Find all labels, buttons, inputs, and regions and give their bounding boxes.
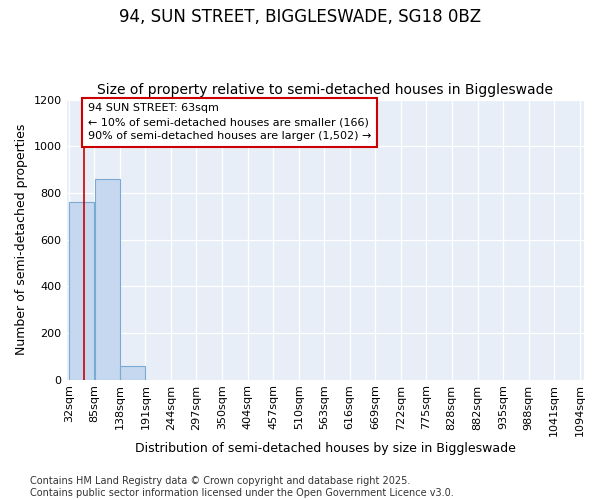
Text: Contains HM Land Registry data © Crown copyright and database right 2025.
Contai: Contains HM Land Registry data © Crown c… [30,476,454,498]
X-axis label: Distribution of semi-detached houses by size in Biggleswade: Distribution of semi-detached houses by … [135,442,516,455]
Bar [69,202,94,380]
Text: 94 SUN STREET: 63sqm
← 10% of semi-detached houses are smaller (166)
90% of semi: 94 SUN STREET: 63sqm ← 10% of semi-detac… [88,103,371,141]
Title: Size of property relative to semi-detached houses in Biggleswade: Size of property relative to semi-detach… [97,83,553,97]
Bar [95,179,120,380]
Text: 94, SUN STREET, BIGGLESWADE, SG18 0BZ: 94, SUN STREET, BIGGLESWADE, SG18 0BZ [119,8,481,26]
Y-axis label: Number of semi-detached properties: Number of semi-detached properties [15,124,28,356]
Bar [120,366,145,380]
